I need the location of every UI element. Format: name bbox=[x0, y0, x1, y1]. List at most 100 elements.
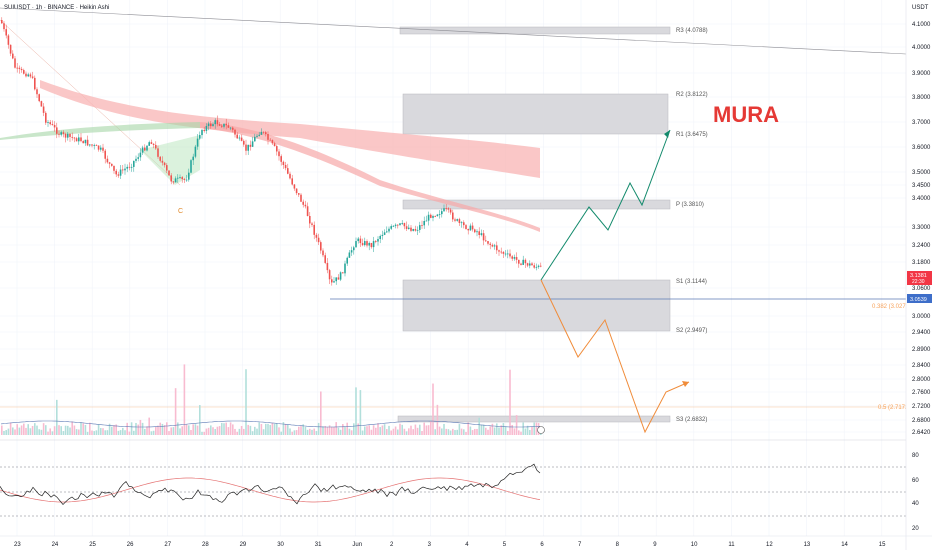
event-icon[interactable] bbox=[537, 426, 545, 434]
candle-body bbox=[278, 151, 280, 157]
rsi-ma-line bbox=[0, 477, 541, 503]
volume-bar bbox=[203, 431, 205, 435]
volume-bar bbox=[49, 428, 51, 435]
volume-bar bbox=[229, 422, 232, 435]
volume-bar bbox=[20, 425, 23, 435]
volume-bar bbox=[232, 424, 234, 435]
candle-body bbox=[135, 158, 137, 161]
candle-body bbox=[456, 219, 458, 221]
candle-body bbox=[432, 215, 434, 218]
volume-bar bbox=[152, 430, 155, 435]
candle-body bbox=[282, 161, 285, 165]
candle-body bbox=[302, 201, 304, 205]
candle-body bbox=[1, 20, 3, 24]
bullish-projection[interactable] bbox=[540, 129, 671, 281]
volume-bar bbox=[75, 429, 78, 435]
volume-bar bbox=[188, 425, 190, 435]
candle-body bbox=[531, 263, 533, 266]
price-tick: 2.6420 bbox=[912, 430, 931, 436]
candle-body bbox=[141, 147, 144, 153]
time-tick: 4 bbox=[465, 542, 469, 548]
volume-bar bbox=[45, 425, 47, 435]
volume-bar bbox=[181, 426, 183, 435]
candle-body bbox=[377, 239, 379, 242]
bearish-projection[interactable] bbox=[540, 279, 690, 434]
candle-body bbox=[399, 223, 401, 226]
volume-bar bbox=[436, 404, 439, 435]
price-tick: 3.3000 bbox=[912, 225, 931, 231]
volume-bar bbox=[5, 430, 7, 435]
chart-title: SUIUSDT · 1h · BINANCE · Heikin Ashi bbox=[4, 5, 109, 11]
volume-bar bbox=[225, 422, 227, 435]
candle-body bbox=[102, 147, 104, 151]
volume-bar bbox=[130, 422, 133, 435]
volume-bar bbox=[304, 426, 307, 435]
volume-bar bbox=[80, 422, 82, 435]
candle-body bbox=[328, 270, 331, 280]
candle-body bbox=[322, 250, 324, 256]
time-tick: 8 bbox=[616, 542, 620, 548]
candle-body bbox=[284, 164, 287, 169]
volume-bar bbox=[243, 428, 245, 435]
candle-body bbox=[232, 127, 234, 130]
volume-bar bbox=[491, 423, 494, 435]
volume-bar bbox=[159, 422, 161, 435]
candle-body bbox=[474, 229, 476, 233]
time-tick: Jun bbox=[352, 542, 362, 548]
volume-bar bbox=[269, 424, 271, 435]
candle-body bbox=[498, 250, 500, 252]
volume-bar bbox=[401, 424, 403, 435]
candle-body bbox=[269, 139, 271, 141]
candle-body bbox=[480, 233, 483, 235]
candle-body bbox=[113, 165, 115, 171]
fib-05-label: 0.5 (2.7172) bbox=[878, 405, 910, 411]
volume-bar bbox=[474, 428, 476, 435]
volume-bar bbox=[7, 428, 10, 435]
pivot-zone bbox=[402, 199, 671, 210]
volume-bar bbox=[122, 427, 124, 435]
candle-body bbox=[401, 223, 403, 224]
candle-body bbox=[529, 263, 531, 266]
time-axis[interactable]: 23 24 25 26 27 28 29 30 31 Jun 2 3 4 5 6 7 8 9 10 11 12 13 14 1… bbox=[14, 542, 886, 548]
candle-body bbox=[390, 226, 392, 229]
candle-body bbox=[412, 229, 414, 231]
volume-bar bbox=[469, 426, 472, 435]
volume-bar bbox=[254, 426, 256, 435]
volume-bar bbox=[51, 431, 54, 435]
candle-body bbox=[408, 227, 410, 229]
volume-bar bbox=[183, 364, 186, 435]
candle-body bbox=[14, 58, 16, 68]
volume-bar bbox=[452, 428, 454, 435]
volume-bar bbox=[196, 425, 199, 435]
volume-bar bbox=[148, 417, 150, 435]
candle-body bbox=[181, 177, 183, 180]
candle-body bbox=[434, 215, 436, 217]
time-tick: 6 bbox=[540, 542, 544, 548]
candle-body bbox=[25, 73, 27, 77]
volume-bar bbox=[482, 424, 485, 435]
candle-body bbox=[196, 138, 199, 147]
volume-bar bbox=[212, 427, 214, 435]
trendline[interactable] bbox=[0, 7, 907, 55]
candle-body bbox=[280, 156, 282, 162]
candle-body bbox=[478, 231, 480, 235]
time-tick: 7 bbox=[578, 542, 582, 548]
volume-bar bbox=[262, 429, 265, 435]
candle-body bbox=[410, 227, 412, 231]
volume-bar bbox=[397, 429, 399, 435]
volume-bar bbox=[403, 428, 406, 435]
candle-body bbox=[212, 124, 214, 127]
volume-bar bbox=[201, 431, 203, 435]
time-tick: 13 bbox=[804, 542, 811, 548]
rsi-ticks: 80 60 40 20 bbox=[912, 453, 919, 532]
volume-bar bbox=[350, 430, 353, 435]
wave-c-marker: C bbox=[178, 208, 183, 215]
candle-body bbox=[355, 241, 357, 248]
volume-bar bbox=[135, 422, 137, 435]
candle-body bbox=[64, 133, 67, 138]
volume-bar bbox=[126, 422, 128, 435]
volume-bar bbox=[146, 426, 148, 435]
volume-bar bbox=[520, 431, 522, 435]
time-tick: 2 bbox=[390, 542, 394, 548]
